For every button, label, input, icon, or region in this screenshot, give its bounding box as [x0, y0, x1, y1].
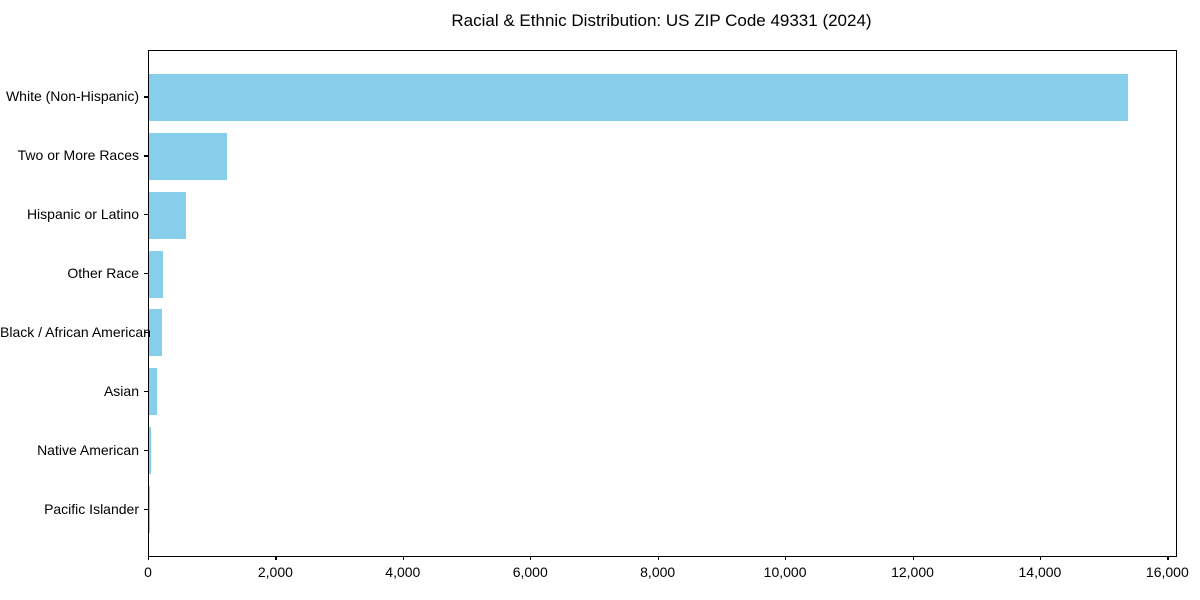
chart-title: Racial & Ethnic Distribution: US ZIP Cod… — [451, 11, 872, 30]
x-tick-label: 0 — [144, 564, 152, 580]
y-tick-mark — [144, 155, 148, 157]
y-tick-mark — [144, 449, 148, 451]
y-axis-label: Native American — [37, 441, 139, 458]
x-tick-label: 10,000 — [763, 564, 807, 580]
x-tick-label: 16,000 — [1145, 564, 1189, 580]
y-tick-mark — [144, 273, 148, 275]
x-tick-mark — [530, 556, 532, 560]
x-tick-label: 4,000 — [385, 564, 421, 580]
y-axis-label: White (Non-Hispanic) — [5, 88, 139, 105]
y-tick-mark — [144, 508, 148, 510]
y-axis-label: Black / African American — [0, 323, 151, 340]
x-tick-mark — [657, 556, 659, 560]
x-tick-label: 12,000 — [891, 564, 934, 580]
y-tick-mark — [144, 390, 148, 392]
x-tick-label: 2,000 — [257, 564, 293, 580]
x-tick-mark — [1167, 556, 1169, 560]
y-axis-label: Two or More Races — [17, 147, 139, 164]
bar — [149, 427, 151, 475]
bar — [149, 73, 1129, 121]
x-tick-mark — [785, 556, 787, 560]
x-tick-label: 14,000 — [1018, 564, 1062, 580]
x-tick-label: 6,000 — [512, 564, 548, 580]
x-tick-mark — [148, 556, 150, 560]
y-tick-mark — [144, 214, 148, 216]
x-tick-mark — [912, 556, 914, 560]
bar — [149, 368, 157, 416]
y-tick-mark — [144, 96, 148, 98]
x-tick-label: 8,000 — [640, 564, 676, 580]
bar — [149, 191, 186, 239]
bar — [149, 250, 164, 298]
y-axis-label: Other Race — [67, 265, 139, 282]
y-axis-label: Asian — [103, 382, 139, 399]
bar — [149, 309, 162, 357]
bar — [149, 132, 228, 180]
y-axis-label: Hispanic or Latino — [26, 206, 139, 223]
x-tick-mark — [402, 556, 405, 560]
plot-area — [148, 50, 1177, 557]
x-tick-mark — [1039, 556, 1042, 560]
y-axis-label: Pacific Islander — [44, 500, 139, 517]
x-tick-mark — [275, 556, 277, 560]
y-tick-mark — [144, 331, 148, 334]
